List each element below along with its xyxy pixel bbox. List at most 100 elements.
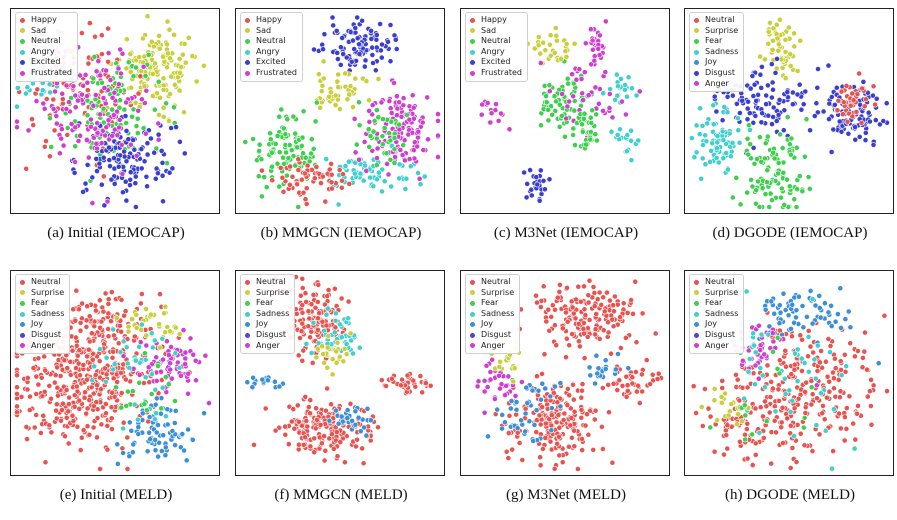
- scatter-point: [762, 398, 768, 405]
- scatter-point: [30, 122, 37, 128]
- scatter-point: [592, 326, 599, 333]
- scatter-point: [635, 382, 641, 389]
- scatter-point: [406, 156, 413, 162]
- scatter-point: [755, 92, 761, 98]
- scatter-point: [313, 164, 320, 170]
- scatter-point: [102, 365, 108, 372]
- scatter-point: [143, 173, 150, 180]
- scatter-point: [755, 375, 762, 382]
- scatter-point: [95, 58, 102, 64]
- scatter-point: [303, 298, 309, 305]
- scatter-point: [563, 41, 570, 47]
- scatter-point: [522, 428, 528, 435]
- legend-label: Neutral: [31, 277, 61, 286]
- scatter-point: [768, 61, 775, 67]
- scatter-point: [856, 70, 862, 77]
- scatter-point: [379, 188, 385, 195]
- scatter-point: [31, 424, 38, 431]
- scatter-point: [789, 101, 796, 108]
- scatter-point: [869, 92, 876, 99]
- scatter-point: [59, 126, 65, 132]
- scatter-point: [816, 431, 823, 438]
- scatter-point: [777, 16, 783, 23]
- scatter-point: [35, 381, 42, 388]
- scatter-point: [569, 434, 575, 441]
- scatter-point: [99, 79, 105, 86]
- scatter-point: [734, 101, 740, 107]
- scatter-point: [622, 111, 629, 118]
- scatter-point: [802, 389, 808, 395]
- scatter-point: [373, 107, 380, 113]
- legend-label: Sadness: [705, 308, 739, 318]
- scatter-point: [157, 410, 164, 417]
- scatter-point: [826, 378, 833, 385]
- scatter-point: [746, 356, 753, 362]
- scatter-point: [328, 179, 335, 186]
- scatter-point: [172, 442, 178, 448]
- scatter-point: [129, 388, 136, 395]
- scatter-point: [86, 431, 93, 438]
- scatter-point: [98, 421, 105, 428]
- scatter-point: [152, 447, 159, 454]
- scatter-point: [566, 342, 573, 349]
- scatter-point: [851, 445, 858, 452]
- scatter-point: [123, 128, 130, 134]
- scatter-point: [269, 163, 275, 170]
- scatter-point: [366, 119, 373, 125]
- scatter-point: [764, 362, 771, 369]
- scatter-point: [780, 169, 787, 176]
- scatter-point: [559, 91, 565, 97]
- scatter-point: [311, 449, 318, 456]
- scatter-point: [587, 114, 594, 121]
- scatter-point: [804, 314, 810, 320]
- scatter-point: [181, 109, 187, 116]
- scatter-point: [329, 185, 335, 192]
- scatter-point: [314, 416, 320, 423]
- scatter-point: [819, 410, 826, 417]
- scatter-point: [282, 431, 289, 438]
- scatter-point: [540, 445, 546, 452]
- scatter-point: [610, 323, 617, 330]
- scatter-point: [556, 424, 563, 431]
- scatter-point: [57, 373, 64, 379]
- scatter-point: [123, 65, 130, 72]
- scatter-point: [168, 73, 174, 80]
- scatter-point: [566, 98, 573, 105]
- scatter-point: [751, 81, 758, 88]
- scatter-point: [71, 169, 78, 176]
- scatter-point: [720, 155, 727, 162]
- scatter-point: [103, 371, 110, 378]
- scatter-point: [307, 334, 313, 341]
- scatter-point: [41, 105, 48, 112]
- scatter-point: [766, 323, 773, 330]
- scatter-point: [76, 347, 83, 354]
- scatter-point: [870, 382, 877, 389]
- scatter-point: [145, 51, 152, 58]
- scatter-point: [126, 453, 133, 460]
- scatter-point: [510, 378, 517, 385]
- scatter-point: [588, 61, 595, 68]
- scatter-point: [167, 366, 174, 373]
- scatter-point: [73, 342, 80, 349]
- scatter-point: [537, 454, 543, 461]
- scatter-point: [572, 142, 578, 148]
- scatter-point: [753, 98, 760, 104]
- scatter-point: [801, 442, 808, 449]
- scatter-point: [378, 54, 385, 61]
- scatter-point: [770, 104, 777, 111]
- scatter-point: [168, 375, 175, 382]
- scatter-point: [349, 417, 355, 424]
- scatter-point: [310, 291, 317, 298]
- legend-label: Happy: [256, 15, 282, 24]
- scatter-point: [33, 98, 40, 104]
- scatter-point: [534, 299, 540, 306]
- scatter-point: [737, 438, 743, 445]
- scatter-point: [313, 405, 319, 412]
- scatter-point: [244, 379, 251, 386]
- scatter-point: [596, 336, 603, 342]
- scatter-point: [153, 354, 160, 361]
- scatter-point: [41, 353, 48, 360]
- scatter-point: [787, 430, 794, 437]
- scatter-point: [133, 123, 140, 129]
- scatter-point: [752, 362, 759, 369]
